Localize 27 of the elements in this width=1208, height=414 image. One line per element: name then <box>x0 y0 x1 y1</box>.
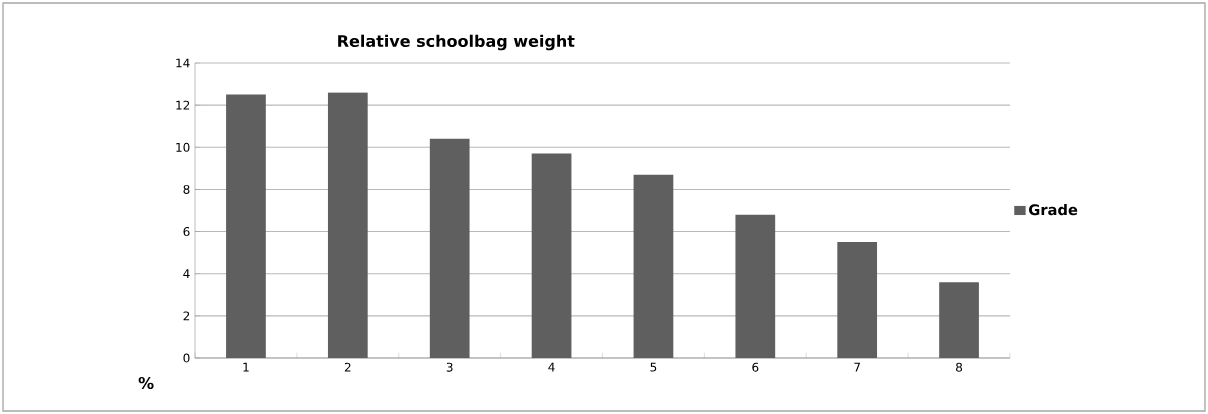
x-tick-label: 8 <box>956 362 963 372</box>
bar <box>735 214 776 358</box>
y-tick-label: 4 <box>183 269 190 279</box>
bar <box>837 242 878 358</box>
y-axis-title: % <box>138 377 154 390</box>
x-tick-label: 7 <box>854 362 860 372</box>
y-tick-label: 0 <box>183 353 190 363</box>
bar <box>939 282 979 358</box>
bar <box>633 174 674 358</box>
y-tick-label: 8 <box>183 184 190 194</box>
y-tick-label: 12 <box>176 100 190 110</box>
y-tick-label: 6 <box>183 227 190 237</box>
y-tick-label: 2 <box>183 311 190 321</box>
x-tick-label: 6 <box>752 362 759 372</box>
bar <box>429 138 470 358</box>
bar <box>226 94 266 358</box>
bar <box>531 153 572 358</box>
x-tick-label: 3 <box>446 362 453 372</box>
y-tick-label: 14 <box>176 58 190 68</box>
x-tick-label: 4 <box>548 362 555 372</box>
bar <box>327 92 368 358</box>
y-tick-label: 10 <box>176 142 190 152</box>
x-tick-label: 5 <box>650 362 657 372</box>
chart-title: Relative schoolbag weight <box>338 34 575 51</box>
x-tick-label: 1 <box>243 362 249 372</box>
x-tick-label: 2 <box>344 362 351 372</box>
legend-label: Grade <box>1029 203 1078 216</box>
